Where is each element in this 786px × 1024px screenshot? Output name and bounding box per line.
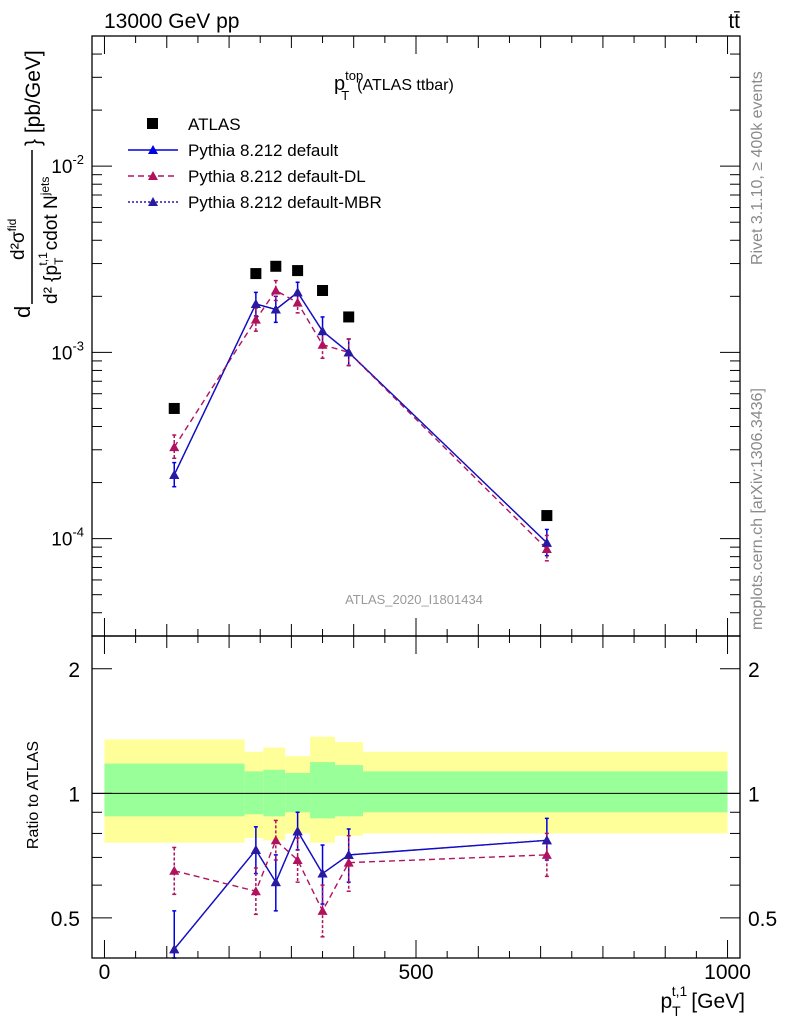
main-y-axis-label: d d²σfid d² {pTt,1cdot Njets } [pb/GeV]: [5, 50, 66, 318]
dl-ratio-marker: [541, 849, 552, 859]
ratio-y-tick-label-left: 0.5: [51, 908, 80, 931]
ratio-uncertainty-bands: [104, 736, 728, 843]
analysis-watermark: ATLAS_2020_I1801434: [345, 592, 483, 607]
ratio-inner-band: [335, 765, 364, 817]
atlas-data-point: [292, 265, 304, 277]
main-y-tick-label: 10-2: [51, 152, 84, 178]
ylabel-d: d: [10, 306, 35, 318]
main-y-tick-label: 10-3: [51, 338, 84, 364]
main-y-tick-label: 10-4: [51, 525, 84, 551]
ratio-series-lines: [173, 829, 547, 950]
x-tick-labels: 0 500 1000: [99, 961, 751, 984]
mbr-ratio-marker: [343, 849, 354, 859]
ratio-y-tick-label-right: 0.5: [748, 908, 777, 931]
dl-ratio-marker: [343, 857, 354, 867]
x-tick-label: 500: [398, 961, 433, 984]
default-ratio-line: [173, 829, 547, 950]
ratio-inner-band: [363, 771, 728, 813]
legend-default-label: Pythia 8.212 default: [188, 141, 339, 160]
ylabel-denominator: d² {pTt,1cdot Njets: [36, 177, 66, 304]
mbr-ratio-marker: [250, 844, 261, 854]
mbr-main-marker: [250, 298, 261, 308]
x-tick-label: 0: [99, 961, 111, 984]
atlas-data-point: [343, 311, 355, 323]
plot-title: ptop T(ATLAS ttbar): [334, 68, 454, 103]
dl-main-marker: [169, 442, 180, 452]
dl-ratio-marker: [317, 905, 328, 915]
dl-main-marker: [270, 285, 281, 295]
ratio-frame: [91, 635, 741, 959]
legend-mbr-marker: [148, 197, 158, 206]
dl-ratio-marker: [169, 865, 180, 875]
ratio-y-tick-label-right: 2: [748, 659, 760, 682]
main-error-bars: [172, 279, 549, 562]
ratio-y-tick-label-left: 1: [68, 783, 80, 806]
mbr-ratio-marker: [292, 826, 303, 836]
mcplots-label: mcplots.cern.ch [arXiv:1306.3436]: [749, 388, 766, 630]
legend-mbr-label: Pythia 8.212 default-MBR: [188, 193, 382, 212]
mbr-ratio-marker: [317, 868, 328, 878]
ylabel-numerator: d²σfid: [5, 219, 29, 260]
legend-data-label: ATLAS: [188, 115, 241, 134]
ratio-inner-band: [310, 762, 335, 819]
main-y-tick-labels: 10-4 10-3 10-2: [51, 152, 84, 550]
ratio-y-tick-label-left: 2: [68, 659, 80, 682]
ylabel-unit: } [pb/GeV]: [22, 50, 45, 146]
x-tick-label: 1000: [704, 961, 751, 984]
main-panel: ptop T(ATLAS ttbar) ATLAS_2020_I1801434 d…: [5, 35, 741, 637]
mbr-main-marker: [541, 537, 552, 547]
legend: ATLAS Pythia 8.212 default Pythia 8.212 de…: [128, 115, 382, 212]
atlas-data-point: [270, 260, 282, 272]
dl-ratio-marker: [250, 886, 261, 896]
atlas-data-point: [317, 284, 329, 296]
atlas-data-point: [541, 510, 553, 522]
mbr-ratio-marker: [270, 877, 281, 887]
mbr-main-marker: [343, 347, 354, 357]
ratio-panel: 0.5 0.5 1 1 2 2 0 500 1000 Ratio to ATLAS pTt,1…: [25, 635, 777, 1019]
mbr-ratio-marker: [541, 835, 552, 845]
dl-main-marker: [541, 543, 552, 553]
dl-main-marker: [317, 339, 328, 349]
header-process: tt̄: [728, 10, 740, 33]
header-energy: 13000 GeV pp: [104, 10, 239, 33]
rivet-label: Rivet 3.1.10, ≥ 400k events: [749, 71, 766, 265]
dl-ratio-line: [174, 839, 547, 913]
ratio-y-tick-labels: 0.5 0.5 1 1 2 2: [51, 659, 777, 931]
ratio-y-axis-label: Ratio to ATLAS: [25, 741, 42, 849]
ratio-ticks: [92, 636, 740, 959]
ratio-markers: [169, 826, 552, 954]
ratio-y-tick-label-right: 1: [748, 783, 760, 806]
ratio-inner-band: [104, 763, 245, 817]
mbr-main-marker: [270, 304, 281, 314]
ratio-inner-band: [244, 771, 264, 815]
main-series-lines: [173, 289, 548, 550]
atlas-data-point: [250, 268, 262, 280]
default-main-line: [173, 291, 548, 544]
main-ticks: [92, 35, 740, 637]
mbr-ratio-line: [173, 829, 547, 950]
dl-main-marker: [292, 297, 303, 307]
dl-main-marker: [250, 314, 261, 324]
legend-dl-marker: [148, 171, 158, 180]
dl-ratio-marker: [292, 855, 303, 865]
dl-ratio-marker: [270, 835, 281, 845]
atlas-data-point: [168, 402, 180, 414]
mbr-main-marker: [292, 287, 303, 297]
legend-default-marker: [148, 145, 158, 154]
mbr-main-marker: [317, 326, 328, 336]
dl-main-line: [173, 289, 548, 550]
ratio-inner-band: [285, 772, 311, 813]
legend-dl-label: Pythia 8.212 default-DL: [188, 167, 366, 186]
x-axis-label: pTt,1 [GeV]: [660, 983, 745, 1019]
legend-atlas-marker: [147, 118, 158, 129]
mbr-main-marker: [169, 469, 180, 479]
mbr-ratio-marker: [169, 944, 180, 954]
main-markers: [168, 260, 553, 553]
mbr-main-line: [173, 291, 548, 544]
